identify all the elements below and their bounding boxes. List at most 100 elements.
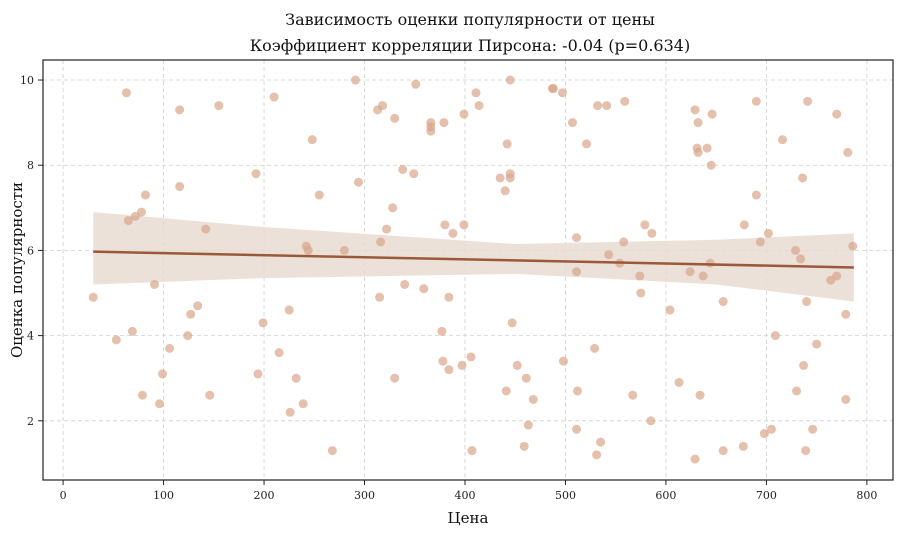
data-point: [121, 88, 131, 98]
data-point: [409, 169, 419, 179]
data-point: [528, 394, 538, 404]
data-point: [647, 228, 657, 238]
data-point: [808, 424, 818, 434]
y-tick-label: 6: [27, 244, 34, 257]
data-point: [140, 190, 150, 200]
x-tick-label: 700: [756, 489, 777, 502]
data-point: [459, 109, 469, 119]
x-tick-label: 300: [354, 489, 375, 502]
data-point: [307, 135, 317, 145]
data-point: [448, 228, 458, 238]
data-point: [444, 365, 454, 375]
data-point: [718, 297, 728, 307]
data-point: [274, 348, 284, 358]
data-point: [832, 109, 842, 119]
data-point: [573, 386, 583, 396]
y-tick-label: 10: [20, 74, 34, 87]
data-point: [390, 373, 400, 383]
y-axis-label: Оценка популярности: [8, 182, 26, 358]
data-point: [390, 113, 400, 123]
data-point: [495, 173, 505, 183]
data-point: [339, 245, 349, 255]
data-point: [150, 279, 160, 289]
data-point: [165, 343, 175, 353]
data-point: [665, 305, 675, 315]
data-point: [440, 220, 450, 230]
x-tick-label: 800: [856, 489, 877, 502]
data-point: [755, 237, 765, 247]
data-point: [303, 245, 313, 255]
data-point: [832, 271, 842, 281]
data-point: [298, 399, 308, 409]
data-point: [507, 318, 517, 328]
confidence-band: [93, 212, 854, 302]
data-point: [175, 182, 185, 192]
data-point: [398, 164, 408, 174]
x-tick-label: 500: [555, 489, 576, 502]
data-point: [685, 267, 695, 277]
data-point: [628, 390, 638, 400]
data-point: [505, 173, 515, 183]
data-point: [444, 292, 454, 302]
data-point: [186, 309, 196, 319]
data-point: [474, 101, 484, 111]
data-point: [792, 386, 802, 396]
data-point: [843, 147, 853, 157]
data-point: [796, 254, 806, 264]
data-point: [411, 79, 421, 89]
data-point: [258, 318, 268, 328]
data-point: [690, 105, 700, 115]
data-point: [502, 139, 512, 149]
data-point: [523, 420, 533, 430]
data-point: [593, 101, 603, 111]
data-point: [604, 250, 614, 260]
data-point: [457, 360, 467, 370]
data-point: [707, 109, 717, 119]
chart-subtitle: Коэффициент корреляции Пирсона: -0.04 (p…: [250, 36, 690, 55]
data-point: [175, 105, 185, 115]
x-tick-label: 0: [60, 489, 67, 502]
data-point: [619, 237, 629, 247]
data-point: [376, 237, 386, 247]
data-point: [558, 356, 568, 366]
data-point: [378, 101, 388, 111]
data-point: [512, 360, 522, 370]
data-point: [841, 394, 851, 404]
ticks: 0 100 200 300 400 500 600 700 800 2 4 6 8 10: [20, 74, 877, 502]
data-point: [739, 220, 749, 230]
data-point: [718, 446, 728, 456]
data-point: [501, 386, 511, 396]
data-point: [766, 424, 776, 434]
x-tick-label: 600: [655, 489, 676, 502]
data-point: [803, 96, 813, 106]
data-point: [505, 75, 515, 85]
data-point: [646, 416, 656, 426]
data-point: [382, 224, 392, 234]
data-point: [327, 446, 337, 456]
data-point: [572, 267, 582, 277]
data-point: [155, 399, 165, 409]
data-point: [802, 297, 812, 307]
data-point: [201, 224, 211, 234]
data-point: [620, 96, 630, 106]
data-point: [419, 284, 429, 294]
data-point: [848, 241, 858, 251]
data-point: [636, 288, 646, 298]
data-point: [205, 390, 215, 400]
data-point: [291, 373, 301, 383]
data-point: [640, 220, 650, 230]
data-point: [751, 190, 761, 200]
data-point: [738, 441, 748, 451]
data-point: [763, 228, 773, 238]
data-point: [751, 96, 761, 106]
regression-line: [93, 250, 854, 269]
data-point: [521, 373, 531, 383]
data-point: [759, 429, 769, 439]
data-point: [590, 343, 600, 353]
data-point: [127, 326, 137, 336]
data-point: [770, 331, 780, 341]
data-point: [253, 369, 263, 379]
data-point: [137, 390, 147, 400]
confidence-band-group: [93, 212, 854, 302]
data-point: [353, 177, 363, 187]
